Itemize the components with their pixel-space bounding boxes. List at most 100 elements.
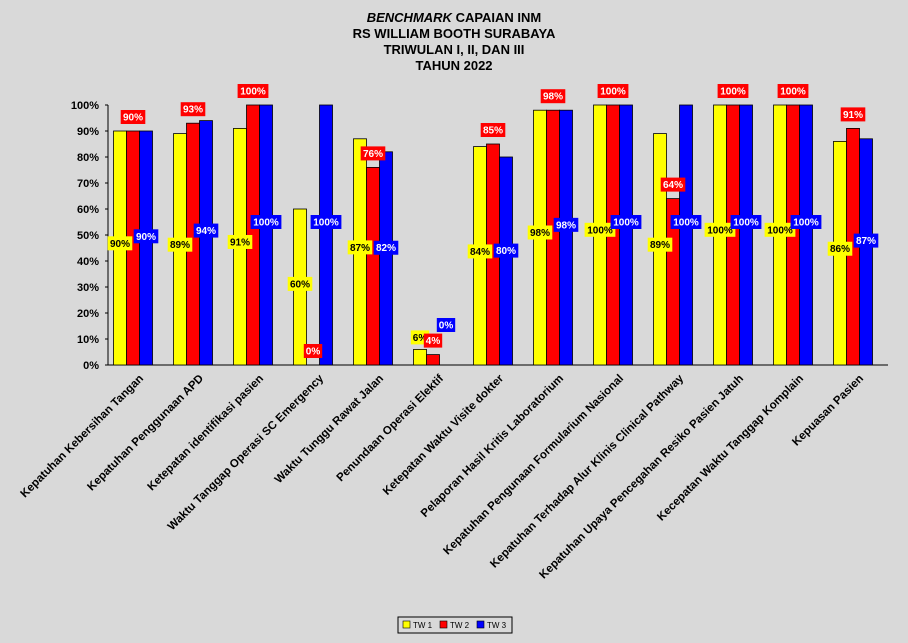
data-label-tw-2: 100% (777, 84, 809, 98)
data-label-text: 84% (470, 247, 490, 258)
data-label-tw-2: 93% (180, 102, 206, 117)
data-label-tw-2: 91% (840, 107, 866, 122)
data-label-text: 93% (183, 105, 203, 116)
y-tick-label: 0% (83, 360, 99, 372)
data-label-text: 100% (240, 87, 266, 98)
data-label-bg (347, 240, 373, 255)
title-line-4: TAHUN 2022 (415, 58, 493, 73)
data-label-text: 80% (496, 246, 516, 257)
x-category-label: Kepatuhan Kebersihan Tangan (18, 373, 146, 501)
data-label-text: 98% (530, 228, 550, 239)
data-label-tw-2: 85% (480, 123, 506, 137)
data-label-bg (423, 333, 443, 348)
data-label-bg (303, 344, 323, 358)
data-label-tw-1: 84% (467, 244, 493, 259)
y-tick-label: 50% (77, 230, 99, 242)
data-label-bg (610, 215, 642, 229)
data-label-tw-3: 100% (790, 215, 822, 229)
data-label-text: 100% (253, 218, 279, 229)
data-label-tw-3: 90% (133, 229, 159, 244)
data-label-text: 87% (350, 243, 370, 254)
data-label-tw-1: 100% (764, 222, 796, 237)
legend-label: TW 3 (487, 621, 507, 630)
data-label-text: 0% (439, 321, 454, 332)
data-label-tw-2: 90% (120, 110, 146, 124)
data-label-bg (493, 243, 519, 258)
data-label-text: 90% (136, 232, 156, 243)
data-label-tw-3: 98% (553, 217, 579, 232)
title-line-1: BENCHMARK CAPAIAN INM (0, 10, 908, 26)
data-label-bg (790, 215, 822, 229)
bar-tw-3 (379, 151, 393, 366)
data-label-bg (237, 84, 269, 98)
title-italic: BENCHMARK (366, 10, 452, 25)
data-label-bg (250, 215, 282, 229)
data-label-text: 0% (306, 347, 321, 358)
y-tick-label: 20% (77, 308, 99, 320)
data-label-text: 100% (600, 87, 626, 98)
data-label-text: 85% (483, 126, 503, 137)
data-label-text: 89% (650, 240, 670, 251)
legend-swatch (402, 620, 411, 629)
data-label-tw-1: 90% (107, 236, 133, 251)
data-label-tw-3: 100% (250, 215, 282, 229)
title-rest: CAPAIAN INM (455, 10, 542, 25)
bar-tw-3 (199, 120, 213, 366)
y-tick-label: 60% (77, 204, 99, 216)
data-label-tw-2: 64% (660, 177, 686, 192)
data-label-tw-2: 0% (303, 344, 323, 358)
y-tick-label: 70% (77, 178, 99, 190)
data-label-bg (704, 222, 736, 237)
data-label-tw-1: 60% (287, 276, 313, 291)
y-tick-label: 80% (77, 152, 99, 164)
data-label-text: 94% (196, 226, 216, 237)
bar-tw-3 (859, 138, 873, 366)
data-label-text: 98% (556, 220, 576, 231)
data-label-tw-2: 76% (360, 146, 386, 161)
data-label-text: 100% (793, 218, 819, 229)
data-label-tw-1: 86% (827, 241, 853, 256)
y-tick-label: 100% (71, 100, 99, 112)
data-label-tw-3: 82% (373, 240, 399, 255)
chart-title: BENCHMARK CAPAIAN INM RS WILLIAM BOOTH S… (0, 10, 908, 74)
data-label-tw-1: 98% (527, 225, 553, 240)
data-label-bg (133, 229, 159, 244)
data-label-bg (480, 123, 506, 137)
data-label-text: 91% (230, 237, 250, 248)
data-label-text: 100% (613, 218, 639, 229)
data-label-tw-2: 100% (717, 84, 749, 98)
x-category-label: Waktu Tunggu Rawat Jalan (273, 373, 386, 486)
data-label-text: 86% (830, 244, 850, 255)
bar-tw-2 (426, 354, 440, 366)
data-label-bg (827, 241, 853, 256)
data-label-text: 91% (843, 110, 863, 121)
data-label-text: 100% (587, 225, 613, 236)
data-label-text: 90% (123, 113, 143, 124)
data-label-bg (764, 222, 796, 237)
bar-tw-3 (319, 104, 333, 366)
data-label-bg (553, 217, 579, 232)
data-label-tw-2: 100% (237, 84, 269, 98)
data-label-bg (647, 237, 673, 252)
data-label-bg (180, 102, 206, 117)
data-label-bg (373, 240, 399, 255)
bar-tw-3 (499, 156, 513, 366)
bar-tw-1 (413, 348, 427, 366)
y-tick-label: 10% (77, 334, 99, 346)
data-label-bg (107, 236, 133, 251)
data-label-bg (310, 215, 342, 229)
data-label-bg (660, 177, 686, 192)
data-label-bg (853, 233, 879, 248)
data-label-bg (120, 110, 146, 124)
data-label-bg (527, 225, 553, 240)
bar-tw-3 (679, 104, 693, 366)
data-label-bg (717, 84, 749, 98)
x-category-label: Ketepatan identifikasi pasien (146, 373, 267, 494)
data-label-text: 100% (733, 218, 759, 229)
data-label-bg (167, 237, 193, 252)
data-label-bg (840, 107, 866, 122)
data-label-tw-1: 91% (227, 234, 253, 249)
data-label-text: 87% (856, 236, 876, 247)
